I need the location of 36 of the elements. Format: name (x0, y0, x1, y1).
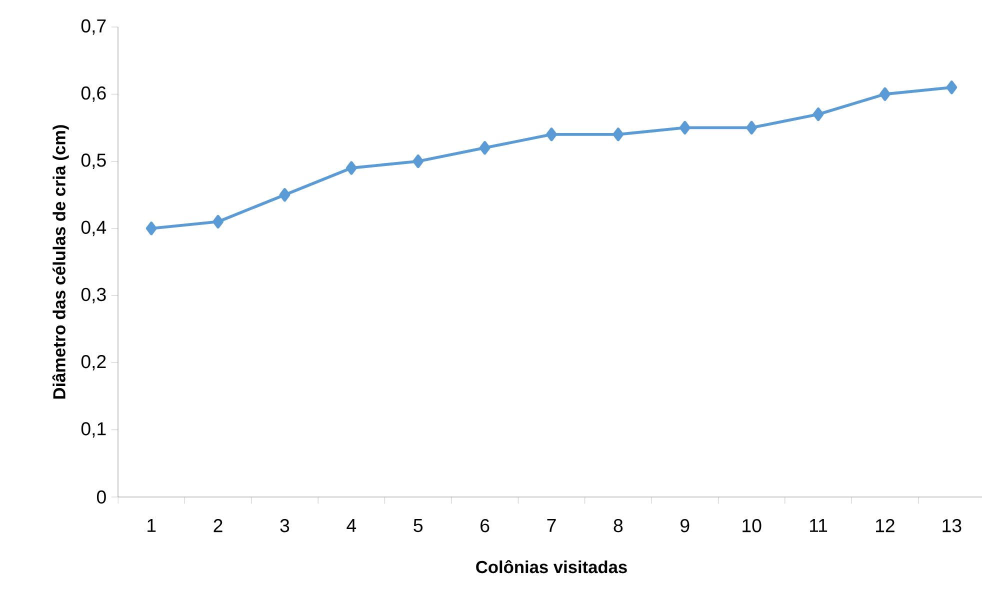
y-tick-label: 0 (96, 490, 106, 504)
x-tick-label: 10 (742, 519, 762, 532)
x-tick-label: 4 (346, 519, 356, 532)
point (479, 141, 490, 155)
y-tick-label: 0,2 (81, 354, 106, 370)
x-axis-title: Colônias visitadas (476, 560, 627, 574)
x-tick-label: 3 (280, 519, 290, 532)
y-tick-label: 0,6 (81, 86, 106, 102)
point (746, 120, 758, 135)
point (812, 107, 824, 122)
x-tick-label: 2 (214, 519, 222, 532)
point (346, 161, 357, 175)
x-tick-label: 6 (480, 519, 490, 532)
point (279, 188, 290, 202)
y-tick-label: 0,7 (81, 19, 106, 35)
point (546, 128, 557, 142)
x-tick-label: 12 (876, 519, 894, 532)
y-tick-label: 0,1 (81, 422, 106, 438)
x-tick-label: 9 (680, 519, 690, 532)
point (412, 154, 424, 168)
x-tick-label: 13 (942, 519, 962, 532)
y-axis-title: Diâmetro das células de cria (cm) (52, 125, 69, 399)
x-tick-label: 8 (614, 519, 623, 532)
point (212, 214, 224, 229)
point (679, 120, 690, 135)
x-tick-label: 7 (547, 519, 556, 532)
point (880, 87, 890, 101)
y-tick-label: 0,3 (81, 288, 106, 304)
x-tick-label: 11 (810, 519, 828, 532)
x-tick-label: 5 (414, 519, 423, 532)
y-tick-label: 0,5 (81, 154, 106, 169)
point (946, 80, 958, 94)
point (146, 222, 157, 236)
x-tick-label: 1 (148, 519, 156, 532)
point (612, 128, 624, 142)
y-tick-label: 0,4 (81, 220, 106, 236)
